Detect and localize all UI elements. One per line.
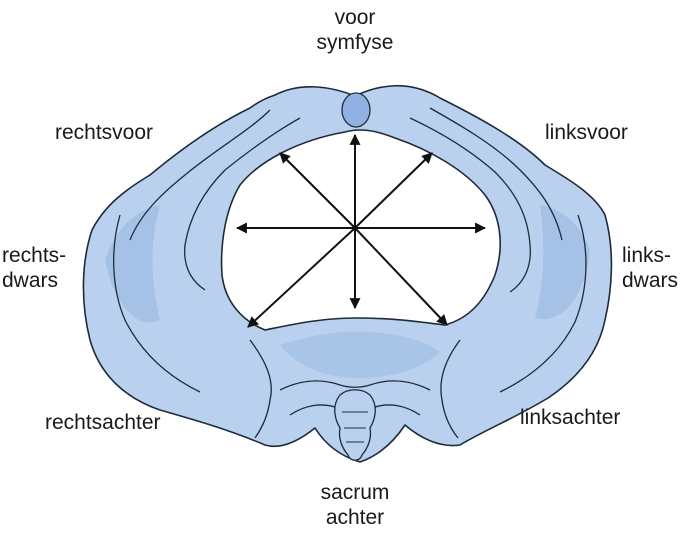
label-right-transverse-line1: rechts- [2,244,67,267]
label-left-transverse-line2: dwars [622,269,679,292]
bone-contour [184,117,301,291]
coccyx [334,389,376,461]
sacrum-contour [440,339,461,439]
bone-contour [429,107,563,241]
bone-contour [499,214,587,393]
label-back: sacrum achter [300,480,410,530]
bone-shading [105,205,160,323]
sacrum-contour [249,339,272,439]
bone-contour [409,117,531,293]
label-back-line1: sacrum [320,481,390,504]
label-left-front: linksvoor [545,121,628,144]
label-right-transverse-line2: dwars [2,269,59,292]
direction-arrows [235,133,487,328]
arrow-right-back [247,227,356,328]
bone-contour [129,109,271,241]
sacrum-contour [279,380,431,391]
coccyx-segment-line [342,411,368,443]
label-back-line2: achter [325,506,385,529]
bone-contour [113,214,201,393]
label-left-back: linksachter [520,406,621,429]
label-right-front: rechtsvoor [55,121,154,144]
pubic-symphysis [341,92,371,128]
label-front-line1: voor [334,6,376,29]
label-left-transverse-line1: links- [622,244,672,267]
label-right-back: rechtsachter [45,411,161,434]
arrow-left-front [354,152,433,229]
label-front: voor symfyse [300,5,410,55]
label-front-line2: symfyse [316,31,394,54]
arrow-right-front [279,152,356,229]
bone-shading [280,331,440,378]
label-left-transverse: links- dwars [622,243,678,293]
arrow-left-back [354,227,448,326]
sacrum-contour [289,404,421,416]
label-right-transverse: rechts- dwars [2,243,66,293]
bone-shading [535,205,590,320]
